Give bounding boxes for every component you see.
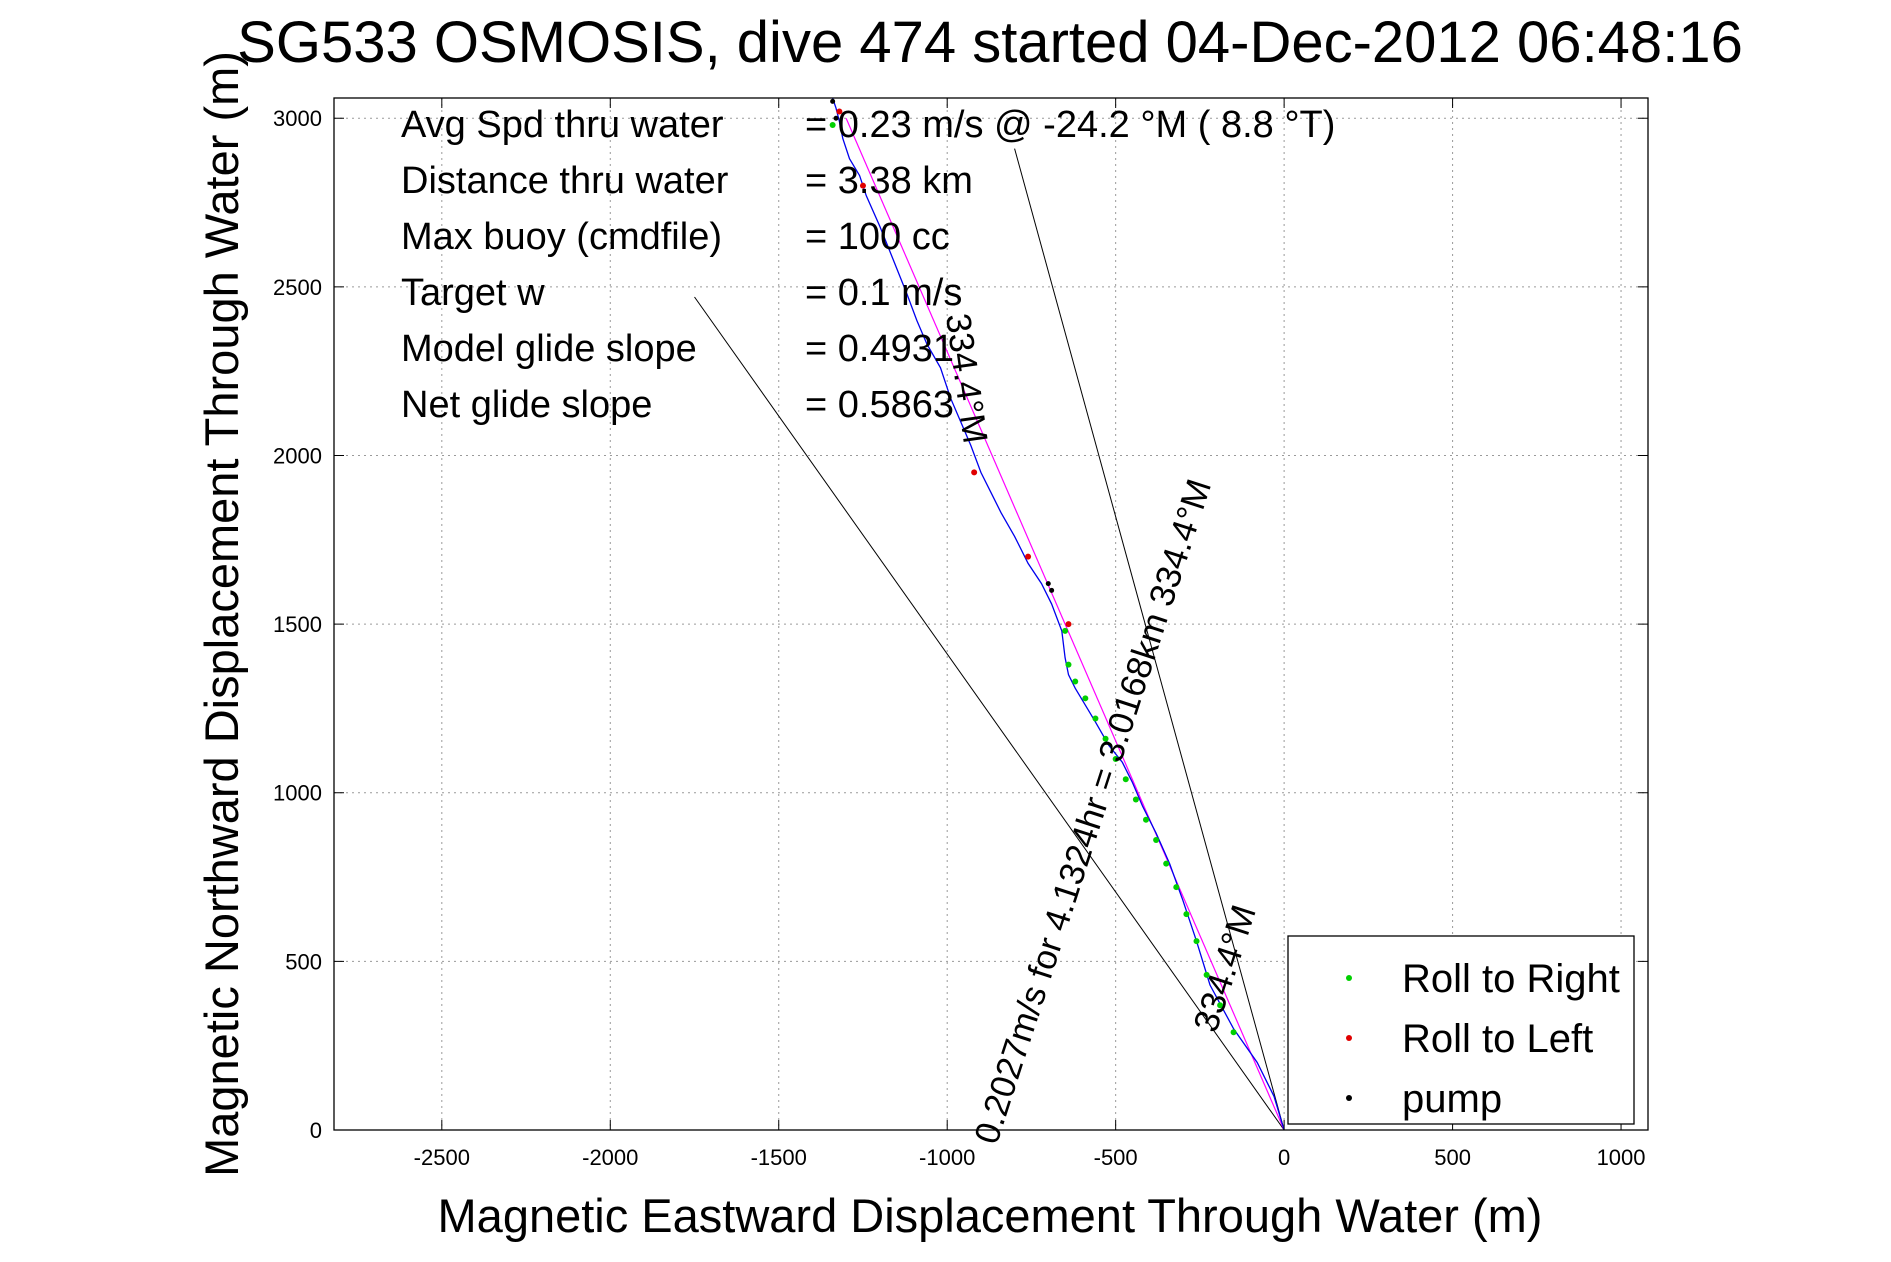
roll-right-point [1183,911,1190,918]
roll-left-point [971,469,978,476]
roll-right-point [1230,1029,1237,1036]
roll-left-point [836,108,843,115]
roll-right-point [1072,678,1079,685]
y-tick-label: 500 [285,949,322,974]
roll-left-point [1065,621,1072,628]
heading-annotation: 334.4°M [1186,900,1263,1036]
x-tick-label: -2000 [582,1145,638,1170]
pump-point [833,115,839,121]
roll-right-point [1142,816,1149,823]
x-tick-label: -500 [1094,1145,1138,1170]
track-summary-annotation: 0.2027m/s for 4.1324hr = 3.0168km 334.4°… [967,474,1219,1148]
info-value: = 3.38 km [805,160,973,202]
roll-left-point [1025,553,1032,560]
roll-right-point [1122,776,1129,783]
chart-title: SG533 OSMOSIS, dive 474 started 04-Dec-2… [237,10,1743,75]
info-value: = 0.23 m/s @ -24.2 °M ( 8.8 °T) [805,104,1335,146]
roll-right-point [1173,884,1180,891]
info-label: Net glide slope [401,384,652,426]
roll-right-point [1092,715,1099,722]
roll-right-point [829,121,836,128]
pump-point [1045,581,1051,587]
legend-marker [1346,1035,1352,1041]
x-tick-label: -1500 [751,1145,807,1170]
roll-right-point [1112,756,1119,763]
legend-label: Roll to Left [1402,1017,1593,1061]
info-label: Model glide slope [401,328,697,370]
roll-right-point [1163,860,1170,867]
heading-bound-line [694,296,1285,1131]
roll-right-point [1082,695,1089,702]
y-axis-label: Magnetic Northward Displacement Through … [195,51,248,1177]
heading-bound-line [1014,148,1285,1131]
y-tick-label: 2500 [273,275,322,300]
pump-point [1049,587,1055,593]
x-axis-label: Magnetic Eastward Displacement Through W… [438,1189,1543,1242]
y-tick-label: 1500 [273,612,322,637]
info-label: Max buoy (cmdfile) [401,216,722,258]
x-tick-label: -2500 [414,1145,470,1170]
info-label: Avg Spd thru water [401,104,724,146]
y-tick-label: 0 [310,1118,322,1143]
info-text-block: Avg Spd thru water = 0.23 m/s @ -24.2 °M … [401,104,1335,426]
legend-marker [1346,975,1352,981]
legend-label: Roll to Right [1402,957,1620,1001]
axis-ticks: -2500 -2000 -1500 -1000 -500 0 500 1000 0 500 1000… [273,98,1648,1170]
info-label: Target w [401,272,545,314]
x-tick-label: 500 [1434,1145,1471,1170]
y-tick-label: 3000 [273,106,322,131]
track-annotations: 0.2027m/s for 4.1324hr = 3.0168km 334.4°… [938,311,1264,1148]
roll-right-point [1102,735,1109,742]
roll-right-point [1062,627,1069,634]
roll-right-point [1153,836,1160,843]
roll-right-point [1193,938,1200,945]
x-tick-label: -1000 [919,1145,975,1170]
net-heading-line [845,117,1285,1131]
legend-marker [1346,1095,1352,1101]
y-tick-label: 1000 [273,781,322,806]
roll-left-point [859,182,866,189]
plot-area-frame [333,97,1649,1131]
dive-track-line [831,97,1285,1131]
info-value: = 100 cc [805,216,950,258]
roll-right-point [1065,661,1072,668]
legend-box [1287,935,1635,1125]
legend: Roll to Right Roll to Left pump [1287,935,1635,1125]
series-layer [694,97,1285,1131]
info-value: = 0.4931 [805,328,954,370]
info-value: = 0.1 m/s [805,272,962,314]
y-tick-label: 2000 [273,443,322,468]
roll-right-point [1217,1002,1224,1009]
roll-right-point [1132,796,1139,803]
info-value: = 0.5863 [805,384,954,426]
x-tick-label: 0 [1278,1145,1290,1170]
info-label: Distance thru water [401,160,729,202]
pump-point [830,98,836,104]
x-tick-label: 1000 [1597,1145,1646,1170]
roll-right-point [1203,971,1210,978]
legend-label: pump [1402,1077,1502,1121]
